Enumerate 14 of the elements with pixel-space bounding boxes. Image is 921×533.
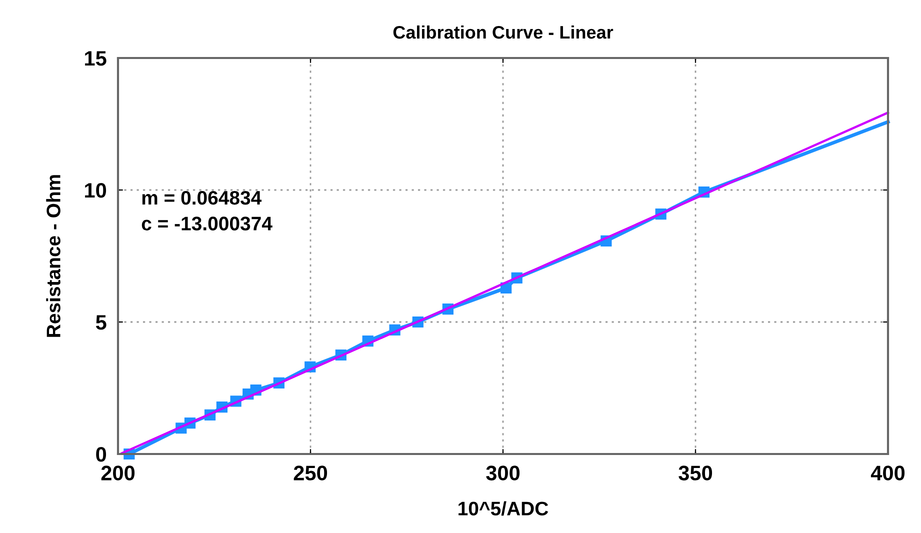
chart-title: Calibration Curve - Linear <box>393 25 614 39</box>
annotation: c = -13.000374 <box>142 216 272 230</box>
x-tick-label: 400 <box>870 466 905 480</box>
x-tick-label: 300 <box>486 466 520 480</box>
x-axis-title: 10^5/ADC <box>458 501 548 516</box>
y-axis-title: Resistance - Ohm <box>46 175 60 337</box>
annotation: m = 0.064834 <box>142 190 262 205</box>
y-tick-label: 15 <box>85 51 106 66</box>
y-tick-label: 0 <box>96 447 106 462</box>
y-tick-label: 10 <box>85 183 106 198</box>
y-tick-label: 5 <box>96 315 106 330</box>
x-tick-label: 200 <box>101 466 135 480</box>
x-tick-label: 250 <box>294 466 328 480</box>
x-tick-label: 350 <box>678 466 712 480</box>
